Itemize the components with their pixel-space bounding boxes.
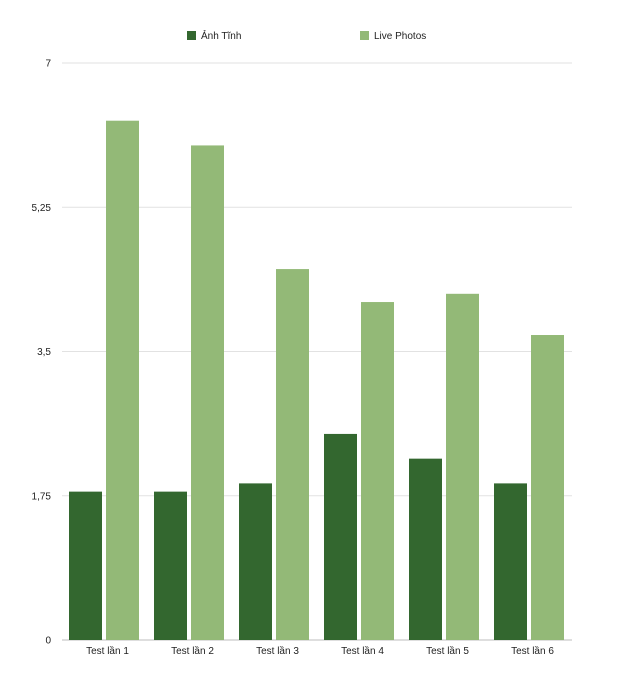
bar-anh-tinh	[409, 458, 442, 640]
y-tick-label: 3,5	[37, 347, 51, 358]
bar-anh-tinh	[324, 433, 357, 640]
x-tick-label: Test lần 4	[341, 645, 384, 657]
x-tick-label: Test lần 1	[86, 645, 129, 657]
bar-live-photos	[531, 335, 564, 640]
bar-anh-tinh	[154, 491, 187, 640]
y-tick-label: 5,25	[32, 203, 52, 214]
bar-live-photos	[106, 120, 139, 640]
y-tick-label: 1,75	[32, 491, 52, 502]
bar-live-photos	[191, 145, 224, 640]
bar-anh-tinh	[69, 491, 102, 640]
x-tick-label: Test lần 6	[511, 645, 554, 657]
bar-live-photos	[361, 302, 394, 640]
legend-label: Ảnh Tĩnh	[201, 29, 241, 42]
x-tick-label: Test lần 5	[426, 645, 469, 657]
legend-swatch	[187, 31, 196, 40]
y-tick-label: 7	[45, 59, 51, 70]
legend-label: Live Photos	[374, 31, 426, 42]
x-tick-label: Test lần 3	[256, 645, 299, 657]
bar-live-photos	[446, 293, 479, 640]
legend-swatch	[360, 31, 369, 40]
bar-live-photos	[276, 269, 309, 640]
y-tick-label: 0	[45, 636, 51, 647]
bar-anh-tinh	[239, 483, 272, 640]
x-tick-label: Test lần 2	[171, 645, 214, 657]
bar-anh-tinh	[494, 483, 527, 640]
